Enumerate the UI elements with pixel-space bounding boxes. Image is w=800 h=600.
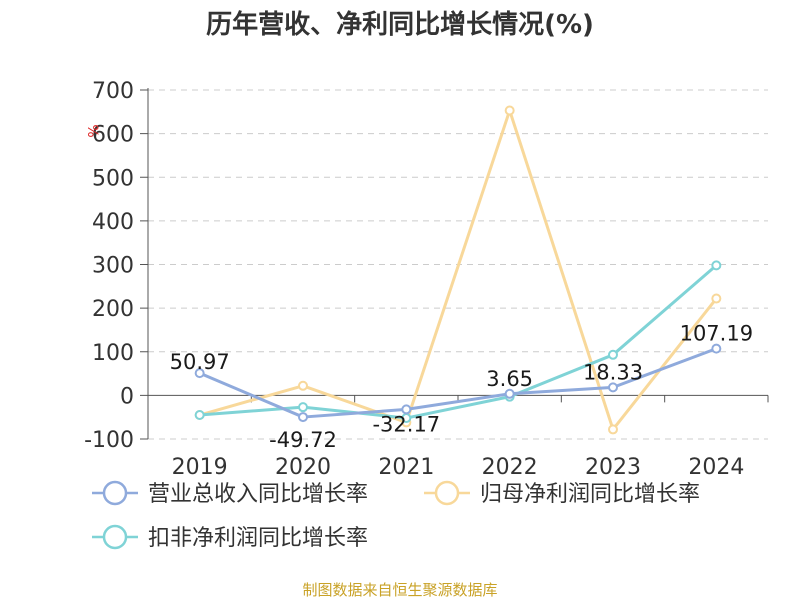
chart-title: 历年营收、净利同比增长情况(%) [206, 10, 594, 40]
data-label: 3.65 [486, 367, 533, 391]
data-label: -32.17 [372, 412, 440, 436]
legend-marker-icon [434, 480, 460, 506]
x-tick-label: 2020 [275, 455, 331, 480]
data-point [298, 412, 308, 423]
data-point [504, 388, 515, 399]
series-line [199, 347, 717, 419]
data-label: 50.97 [170, 350, 230, 374]
legend-label: 扣非净利润同比增长率 [148, 526, 368, 551]
data-label: -49.72 [269, 428, 337, 452]
y-tick-label: 600 [92, 123, 134, 148]
series-line [199, 109, 718, 431]
data-source-note: 制图数据来自恒生聚源数据库 [302, 581, 498, 599]
series-layer [194, 105, 722, 435]
label-layer: 50.97 -49.72 -32.17 3.65 18.33 107.19 [170, 322, 753, 452]
data-point [194, 368, 205, 379]
y-tick-label: 400 [92, 210, 134, 235]
x-tick-label: 2019 [172, 455, 228, 480]
data-label: 107.19 [680, 322, 753, 346]
axis-layer: 700 600 500 400 300 200 100 0 -100 2019 2020 2021 20… [84, 79, 769, 480]
data-point [608, 382, 618, 393]
y-tick-label: 500 [92, 166, 134, 191]
legend-marker-icon [102, 480, 128, 506]
legend-label: 营业总收入同比增长率 [148, 482, 368, 507]
y-tick-label: 200 [92, 297, 134, 322]
legend-label: 归母净利润同比增长率 [480, 482, 700, 507]
x-tick-label: 2023 [585, 455, 641, 480]
y-axis-unit: % [84, 124, 100, 137]
data-point [608, 349, 618, 360]
data-point [194, 410, 205, 421]
data-label: 18.33 [583, 360, 643, 384]
data-point [504, 105, 515, 116]
x-tick-label: 2022 [482, 455, 538, 480]
y-tick-label: -100 [84, 428, 134, 453]
y-tick-label: 0 [120, 384, 134, 409]
data-point [608, 424, 618, 435]
x-tick-label: 2024 [688, 455, 744, 480]
y-tick-label: 300 [92, 254, 134, 279]
y-tick-label: 100 [92, 341, 134, 366]
data-point [711, 343, 722, 354]
data-point [711, 293, 722, 304]
x-tick-label: 2021 [378, 455, 434, 480]
data-point [298, 402, 308, 413]
data-point [298, 380, 308, 391]
data-point [401, 404, 412, 415]
y-tick-label: 700 [92, 79, 134, 104]
legend-marker-icon [102, 524, 128, 550]
data-point [711, 260, 722, 271]
